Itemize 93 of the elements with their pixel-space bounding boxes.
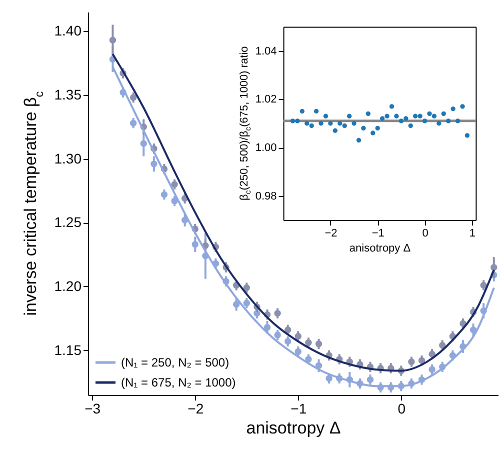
y-tick-label: 1.25 bbox=[54, 214, 82, 230]
point bbox=[418, 114, 422, 118]
point bbox=[300, 108, 305, 114]
point bbox=[284, 326, 292, 334]
point bbox=[366, 111, 371, 116]
point bbox=[274, 332, 281, 338]
point bbox=[232, 301, 240, 308]
point bbox=[323, 114, 328, 118]
point bbox=[446, 118, 451, 124]
point bbox=[439, 342, 446, 349]
point bbox=[314, 108, 319, 114]
point bbox=[305, 356, 312, 363]
y-tick-label: 1.40 bbox=[54, 22, 82, 39]
point bbox=[375, 126, 380, 131]
x-tick-label: 1 bbox=[469, 228, 476, 240]
y-tick-label: 1.02 bbox=[255, 94, 277, 106]
point bbox=[109, 36, 116, 44]
point bbox=[370, 130, 376, 136]
legend-label: (N₁ = 250, N₂ = 500) bbox=[121, 356, 230, 370]
point bbox=[338, 121, 342, 126]
point bbox=[412, 114, 418, 118]
point bbox=[450, 106, 456, 112]
x-tick-label: −3 bbox=[84, 400, 101, 416]
point bbox=[398, 118, 404, 124]
point bbox=[328, 121, 333, 126]
point bbox=[460, 104, 465, 109]
point bbox=[305, 339, 312, 346]
point bbox=[470, 326, 477, 334]
legend-label: (N₁ = 675, N₂ = 1000) bbox=[121, 376, 236, 390]
point bbox=[380, 116, 385, 121]
point bbox=[304, 121, 310, 126]
point bbox=[130, 94, 137, 101]
point bbox=[160, 191, 168, 198]
x-axis-title: anisotropy Δ bbox=[349, 242, 412, 254]
point bbox=[427, 111, 432, 116]
x-tick-label: 0 bbox=[398, 400, 406, 416]
point bbox=[464, 133, 470, 138]
point bbox=[318, 121, 324, 126]
point bbox=[352, 121, 356, 126]
point bbox=[171, 198, 178, 204]
point bbox=[332, 128, 338, 133]
point bbox=[428, 350, 436, 358]
point bbox=[428, 366, 436, 373]
point bbox=[361, 126, 366, 131]
point bbox=[384, 114, 390, 118]
point bbox=[490, 264, 498, 271]
point bbox=[436, 121, 442, 126]
point bbox=[294, 332, 302, 340]
x-tick-label: −2 bbox=[324, 228, 338, 240]
point bbox=[309, 123, 314, 128]
y-tick-label: 1.04 bbox=[255, 45, 277, 58]
y-tick-label: 1.35 bbox=[54, 86, 82, 102]
point bbox=[480, 282, 487, 289]
point bbox=[150, 160, 158, 168]
point bbox=[422, 118, 428, 124]
point bbox=[408, 358, 415, 366]
point bbox=[389, 104, 394, 109]
point bbox=[294, 348, 302, 355]
point bbox=[404, 116, 408, 121]
point bbox=[315, 340, 322, 348]
point bbox=[192, 241, 198, 248]
point bbox=[140, 140, 147, 147]
point bbox=[432, 114, 437, 118]
point bbox=[366, 376, 374, 384]
point bbox=[394, 114, 399, 118]
point bbox=[243, 284, 250, 292]
y-tick-label: 1.15 bbox=[54, 342, 82, 358]
point bbox=[356, 138, 362, 143]
point bbox=[171, 181, 178, 188]
x-tick-label: −1 bbox=[290, 400, 307, 416]
x-axis-title: anisotropy Δ bbox=[246, 418, 341, 438]
y-axis-title: inverse critical temperature βc bbox=[21, 91, 46, 316]
point bbox=[295, 118, 300, 124]
point bbox=[264, 324, 271, 331]
y-tick-label: 1.20 bbox=[54, 278, 82, 294]
x-tick-label: 0 bbox=[422, 228, 428, 240]
point bbox=[274, 310, 281, 317]
y-tick-label: 1.30 bbox=[54, 150, 82, 166]
point bbox=[130, 120, 137, 126]
point bbox=[284, 338, 292, 345]
point bbox=[455, 118, 460, 124]
point bbox=[243, 300, 250, 306]
x-tick-label: −1 bbox=[372, 228, 384, 240]
point bbox=[441, 111, 446, 116]
point bbox=[342, 123, 347, 128]
y-tick-label: 1.00 bbox=[255, 142, 277, 154]
x-tick-label: −2 bbox=[188, 400, 204, 416]
point bbox=[326, 375, 332, 382]
point bbox=[346, 114, 352, 118]
point bbox=[418, 357, 426, 364]
y-tick-label: 0.98 bbox=[255, 190, 277, 202]
point bbox=[290, 118, 296, 124]
point bbox=[408, 123, 413, 128]
